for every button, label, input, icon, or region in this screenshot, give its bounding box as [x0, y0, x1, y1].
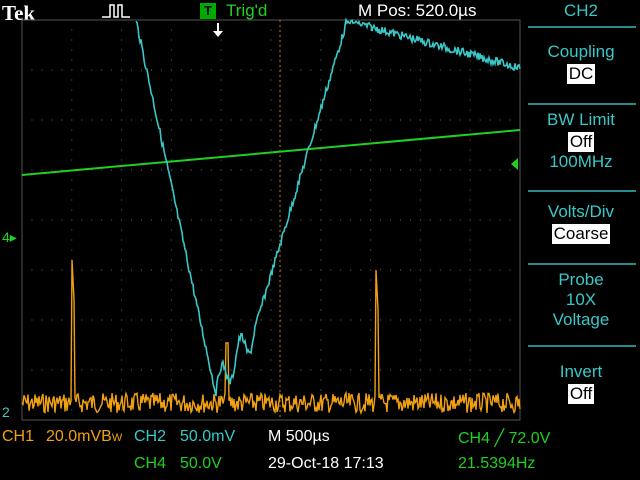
probe-attenuation: 10X [565, 290, 597, 309]
trigger-readout: CH4 ╱ 72.0V [458, 430, 551, 447]
menu-divider [528, 103, 636, 105]
ch2-label: CH2 [134, 428, 167, 445]
ch4-label: CH4 [134, 455, 167, 472]
probe-type: Voltage [552, 310, 610, 329]
invert-label: Invert [559, 362, 603, 381]
volts-div-label: Volts/Div [547, 202, 615, 221]
trigger-status: Trig'd [226, 1, 268, 20]
coupling-button[interactable]: Coupling DC [522, 42, 640, 84]
ch4-scale: 50.0V [180, 455, 222, 472]
ch1-label: CH1 [2, 428, 35, 445]
trigger-position-arrow [213, 23, 223, 37]
menu-divider [528, 26, 636, 28]
ch1-scale: 20.0mVBW [46, 428, 123, 445]
channel-side-menu: CH2 Coupling DC BW Limit Off 100MHz Volt… [522, 0, 640, 424]
coupling-value: DC [566, 64, 596, 84]
ch4-trace [21, 129, 521, 176]
bw-limit-frequency: 100MHz [549, 152, 613, 171]
trigger-badge: T [200, 3, 216, 19]
bw-limit-label: BW Limit [547, 110, 615, 129]
timebase-readout: M 500µs [268, 428, 330, 445]
volts-div-button[interactable]: Volts/Div Coarse [522, 202, 640, 244]
brand-logo: Tek [2, 1, 36, 25]
menu-divider [528, 345, 636, 347]
ch1-trace [21, 259, 521, 416]
ch4-ground-marker: 4▸ [2, 229, 17, 245]
menu-channel-title: CH2 [563, 1, 598, 20]
ch2-scale: 50.0mV [180, 428, 236, 445]
menu-divider [528, 263, 636, 265]
menu-divider [528, 190, 636, 192]
trigger-frequency: 21.5394Hz [458, 455, 536, 472]
waveform-display [21, 18, 521, 421]
trigger-level-marker [511, 158, 518, 170]
probe-label: Probe [558, 270, 604, 289]
probe-button[interactable]: Probe 10X Voltage [522, 270, 640, 330]
graticule-grid [21, 19, 521, 421]
date-time: 29-Oct-18 17:13 [268, 455, 384, 472]
invert-value: Off [567, 384, 595, 404]
ch1-bw-indicator-sub: W [111, 432, 123, 444]
ch1-bw-indicator: B [101, 428, 112, 445]
ch2-trace [135, 18, 521, 397]
bw-limit-value: Off [567, 132, 595, 152]
bw-limit-button[interactable]: BW Limit Off 100MHz [522, 110, 640, 172]
invert-button[interactable]: Invert Off [522, 362, 640, 404]
horizontal-position-readout: M Pos: 520.0µs [358, 1, 477, 20]
ch2-ground-marker: 2 [2, 404, 10, 420]
trigger-pulse-icon [102, 4, 130, 18]
coupling-label: Coupling [547, 42, 615, 61]
volts-div-value: Coarse [551, 224, 611, 244]
